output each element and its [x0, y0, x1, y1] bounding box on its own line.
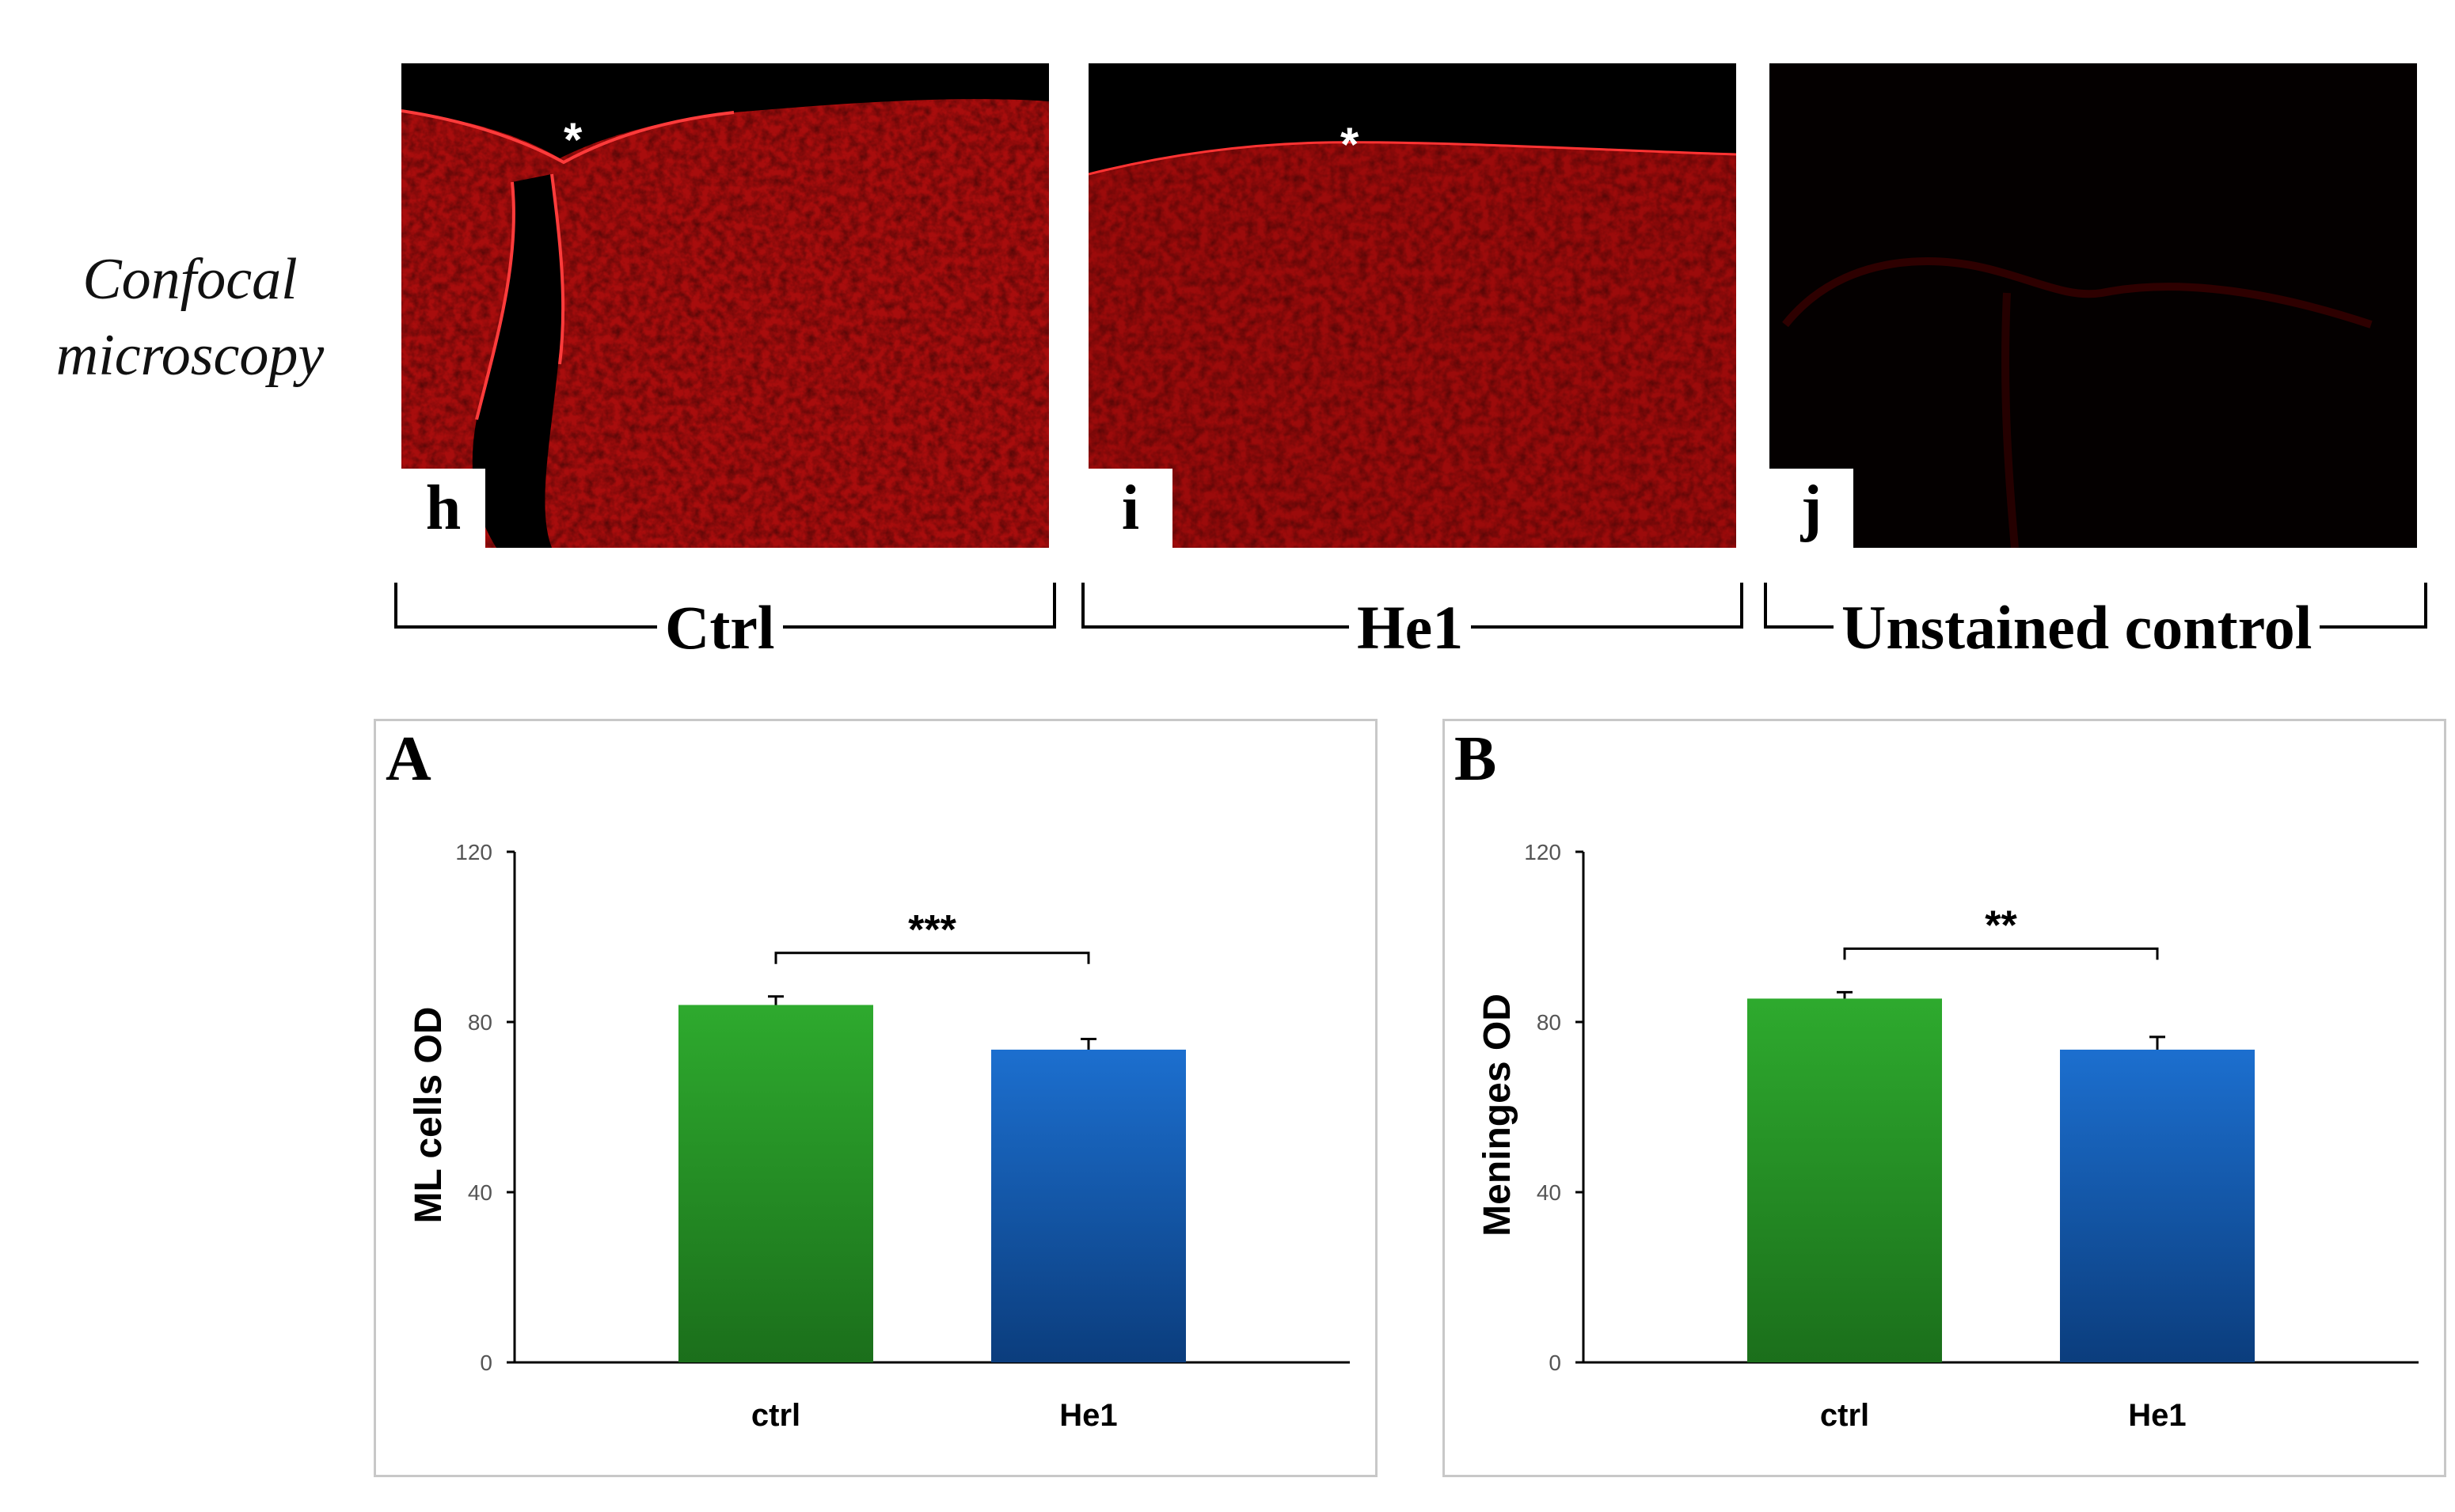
bar-he1	[991, 1049, 1186, 1362]
chart-panel-tag: B	[1454, 724, 1497, 794]
y-tick-label: 80	[1537, 1010, 1561, 1035]
micrograph-h: * h	[401, 63, 1049, 548]
panel-letter-j: j	[1769, 469, 1853, 548]
asterisk-marker: *	[564, 113, 583, 166]
bar-chart-a: A 0 40 80 120 ML cells OD ctrl He1 ***	[374, 719, 1378, 1477]
bar-chart-b: B 0 40 80 120 Meninges OD ctrl He1 **	[1442, 719, 2446, 1477]
micrograph-i: * i	[1089, 63, 1736, 548]
y-tick-label: 40	[1537, 1180, 1561, 1205]
group-label-he1: He1	[1349, 592, 1472, 663]
y-tick-label: 120	[455, 840, 492, 864]
significance-bracket	[774, 952, 1090, 964]
y-tick-label: 0	[1549, 1351, 1561, 1375]
x-tick-label: ctrl	[1820, 1398, 1869, 1433]
y-tick-label: 120	[1524, 840, 1561, 864]
significance-bracket	[1843, 947, 2159, 960]
chart-panel-tag: A	[386, 724, 431, 794]
side-label: Confocal microscopy	[16, 241, 364, 393]
x-tick-label: ctrl	[751, 1398, 800, 1433]
y-tick-label: 40	[468, 1180, 492, 1205]
panel-letter-h: h	[401, 469, 485, 548]
micrograph-j: j	[1769, 63, 2417, 548]
asterisk-marker: *	[1340, 118, 1359, 171]
y-tick-label: 0	[480, 1351, 492, 1375]
y-tick-label: 80	[468, 1010, 492, 1035]
group-label-unstained: Unstained control	[1834, 592, 2320, 663]
significance-label: ***	[908, 907, 956, 953]
bar-ctrl	[678, 1005, 873, 1362]
chart-svg: 0 40 80 120 Meninges OD ctrl He1 **	[1476, 840, 2419, 1433]
y-axis-label: Meninges OD	[1476, 993, 1518, 1237]
bar-ctrl	[1747, 998, 1942, 1362]
y-axis-label: ML cells OD	[408, 1007, 450, 1224]
panel-letter-i: i	[1089, 469, 1172, 548]
bar-he1	[2060, 1049, 2255, 1362]
significance-label: **	[1985, 902, 2017, 948]
x-tick-label: He1	[1059, 1398, 1117, 1433]
x-tick-label: He1	[2128, 1398, 2186, 1433]
chart-svg: 0 40 80 120 ML cells OD ctrl He1 ***	[408, 840, 1350, 1433]
group-label-ctrl: Ctrl	[657, 592, 783, 663]
side-label-line2: microscopy	[55, 323, 325, 388]
side-label-line1: Confocal	[82, 247, 298, 312]
